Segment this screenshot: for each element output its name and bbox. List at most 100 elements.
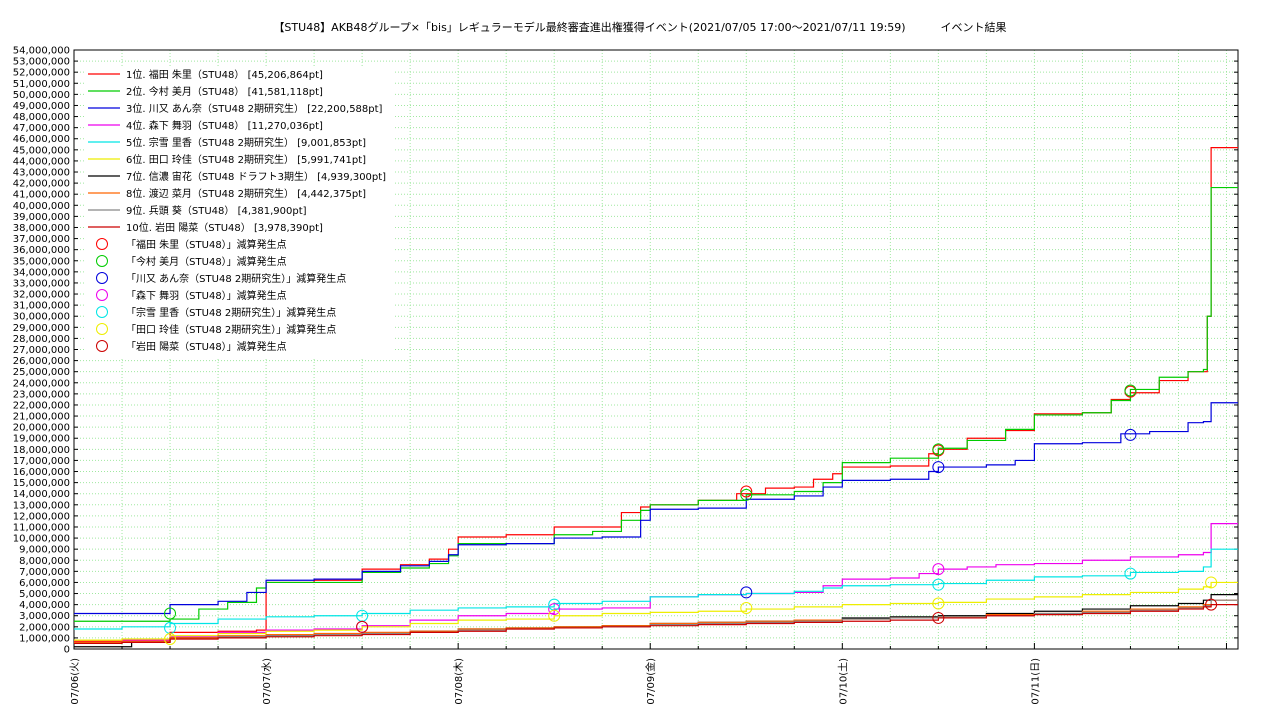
legend-label: 1位. 福田 朱里（STU48） [45,206,864pt]: [126, 68, 323, 81]
marker-point-3: [1124, 428, 1137, 441]
legend-marker-3: [96, 272, 108, 284]
y-tick-label: 40,000,000: [13, 201, 70, 212]
y-tick-label: 3,000,000: [19, 611, 70, 622]
legend-label: 10位. 岩田 陽菜（STU48） [3,978,390pt]: [126, 221, 323, 234]
y-tick-label: 33,000,000: [13, 278, 70, 289]
y-tick-label: 29,000,000: [13, 323, 70, 334]
y-tick-label: 23,000,000: [13, 389, 70, 400]
series-line-6: [74, 581, 1238, 641]
legend-marker-5: [96, 306, 108, 318]
y-tick-label: 43,000,000: [13, 168, 70, 179]
y-tick-label: 27,000,000: [13, 345, 70, 356]
legend-label: 「岩田 陽菜（STU48）」減算発生点: [126, 340, 287, 353]
y-tick-label: 14,000,000: [13, 489, 70, 500]
y-tick-label: 36,000,000: [13, 245, 70, 256]
x-tick-label: 07/06(火): [69, 658, 81, 705]
y-tick-label: 52,000,000: [13, 68, 70, 79]
marker-point-5: [932, 578, 945, 591]
marker-point-2: [740, 488, 753, 501]
legend-label: 「森下 舞羽（STU48）」減算発生点: [126, 289, 287, 302]
legend-marker-4: [96, 289, 108, 301]
y-tick-label: 7,000,000: [19, 567, 70, 578]
y-tick-label: 21,000,000: [13, 412, 70, 423]
legend-marker-1: [96, 238, 108, 250]
marker-point-2: [932, 443, 945, 456]
y-tick-label: 1,000,000: [19, 633, 70, 644]
y-tick-label: 2,000,000: [19, 622, 70, 633]
legend-label: 9位. 兵頭 葵（STU48） [4,381,900pt]: [126, 204, 307, 217]
y-tick-label: 19,000,000: [13, 434, 70, 445]
y-tick-label: 46,000,000: [13, 134, 70, 145]
y-tick-label: 0: [64, 645, 70, 656]
marker-point-6: [1205, 576, 1218, 589]
legend-label: 4位. 森下 舞羽（STU48） [11,270,036pt]: [126, 119, 323, 132]
marker-point-1: [740, 485, 753, 498]
marker-point-2: [164, 607, 177, 620]
y-tick-label: 12,000,000: [13, 511, 70, 522]
legend-label: 「今村 美月（STU48）」減算発生点: [126, 255, 287, 268]
y-tick-label: 22,000,000: [13, 400, 70, 411]
marker-point-7: [1205, 598, 1218, 611]
marker-point-5: [1124, 567, 1137, 580]
y-tick-label: 39,000,000: [13, 212, 70, 223]
y-tick-label: 26,000,000: [13, 356, 70, 367]
y-tick-label: 41,000,000: [13, 190, 70, 201]
y-tick-label: 4,000,000: [19, 600, 70, 611]
y-tick-label: 9,000,000: [19, 545, 70, 556]
y-tick-label: 38,000,000: [13, 223, 70, 234]
legend-label: 5位. 宗雪 里香（STU48 2期研究生） [9,001,853pt]: [126, 136, 366, 149]
y-tick-label: 28,000,000: [13, 334, 70, 345]
y-tick-label: 20,000,000: [13, 423, 70, 434]
y-tick-label: 44,000,000: [13, 156, 70, 167]
legend-label: 8位. 渡辺 菜月（STU48 2期研究生） [4,442,375pt]: [126, 187, 366, 200]
marker-point-2: [1124, 384, 1137, 397]
chart-title: 【STU48】AKB48グループ×「bis」レギュラーモデル最終審査進出権獲得イ…: [273, 21, 1007, 34]
legend-box: [84, 66, 394, 359]
y-tick-label: 51,000,000: [13, 79, 70, 90]
y-tick-label: 24,000,000: [13, 378, 70, 389]
y-tick-label: 50,000,000: [13, 90, 70, 101]
series-line-5: [74, 548, 1238, 630]
y-tick-label: 5,000,000: [19, 589, 70, 600]
x-tick-label: 07/10(土): [836, 658, 849, 705]
marker-point-4: [932, 563, 945, 576]
marker-point-4: [548, 603, 561, 616]
y-tick-label: 15,000,000: [13, 478, 70, 489]
marker-point-3: [932, 461, 945, 474]
legend-marker-7: [96, 340, 108, 352]
marker-point-7: [356, 620, 369, 633]
x-tick-label: 07/09(金): [644, 658, 657, 705]
y-tick-label: 31,000,000: [13, 301, 70, 312]
legend-marker-2: [96, 255, 108, 267]
legend-label: 2位. 今村 美月（STU48） [41,581,118pt]: [126, 85, 323, 98]
marker-point-7: [932, 611, 945, 624]
x-tick-label: 07/07(水): [261, 658, 273, 705]
y-tick-label: 10,000,000: [13, 534, 70, 545]
y-tick-label: 25,000,000: [13, 367, 70, 378]
legend-label: 7位. 信濃 宙花（STU48 ドラフト3期生） [4,939,300pt]: [126, 170, 386, 183]
marker-point-6: [740, 601, 753, 614]
y-tick-label: 47,000,000: [13, 123, 70, 134]
y-tick-label: 11,000,000: [13, 522, 70, 533]
marker-point-3: [740, 586, 753, 599]
y-tick-label: 49,000,000: [13, 101, 70, 112]
legend-label: 「川又 あん奈（STU48 2期研究生）」減算発生点: [126, 272, 346, 285]
x-tick-label: 07/08(木): [453, 658, 465, 705]
legend-label: 「福田 朱里（STU48）」減算発生点: [126, 238, 287, 251]
series-line-3: [74, 402, 1238, 615]
y-tick-label: 48,000,000: [13, 112, 70, 123]
y-tick-label: 16,000,000: [13, 467, 70, 478]
series-line-10: [74, 604, 1238, 645]
y-tick-label: 32,000,000: [13, 290, 70, 301]
marker-point-6: [932, 597, 945, 610]
y-tick-label: 35,000,000: [13, 256, 70, 267]
legend-label: 3位. 川又 あん奈（STU48 2期研究生） [22,200,588pt]: [126, 102, 383, 115]
legend-label: 「田口 玲佳（STU48 2期研究生）」減算発生点: [126, 323, 336, 336]
y-tick-label: 13,000,000: [13, 500, 70, 511]
marker-point-6: [164, 633, 177, 646]
legend-label: 「宗雪 里香（STU48 2期研究生）」減算発生点: [126, 306, 336, 319]
plot-border: [73, 49, 1239, 650]
y-tick-label: 53,000,000: [13, 57, 70, 68]
legend-label: 6位. 田口 玲佳（STU48 2期研究生） [5,991,741pt]: [126, 153, 366, 166]
